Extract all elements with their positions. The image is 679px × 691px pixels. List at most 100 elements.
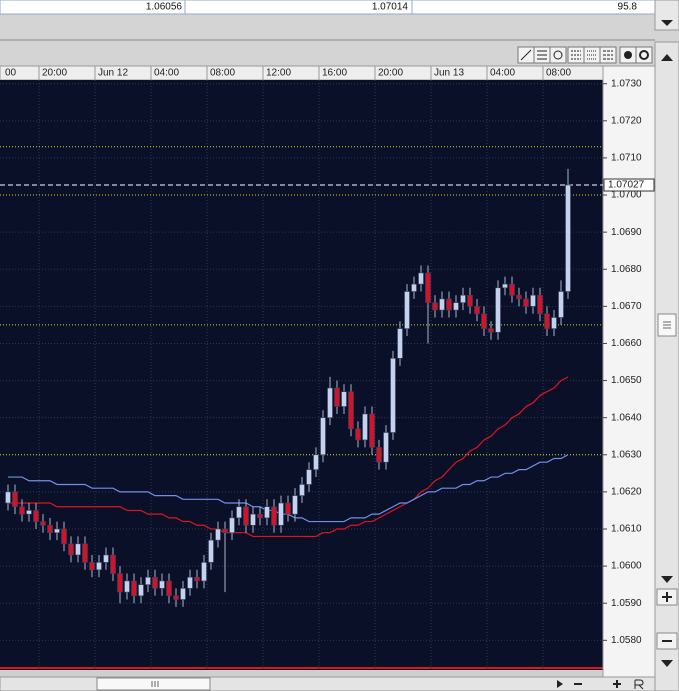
tool-button[interactable]	[635, 46, 653, 64]
x-tick-label: Jun 12	[98, 68, 128, 79]
candle-body	[397, 328, 403, 359]
candle-body	[390, 358, 396, 433]
candle-body	[383, 432, 389, 463]
candle-body	[446, 298, 452, 311]
candle-body	[236, 506, 242, 519]
candle-body	[320, 417, 326, 456]
scroll-down-button[interactable]	[661, 576, 673, 583]
candle-body	[110, 554, 116, 574]
y-tick-label: 1.0680	[611, 264, 642, 275]
candle-body	[278, 502, 284, 526]
candle-body	[418, 272, 424, 285]
candle-body	[215, 528, 221, 541]
candle-body	[173, 595, 179, 600]
candle-body	[425, 272, 431, 303]
candle-body	[208, 539, 214, 563]
y-tick-label: 1.0600	[611, 561, 642, 572]
candle-body	[5, 491, 11, 504]
y-tick-label: 1.0640	[611, 412, 642, 423]
tool-icon	[603, 50, 613, 60]
moving-average	[8, 376, 569, 538]
y-tick-label: 1.0690	[611, 227, 642, 238]
candle-body	[75, 543, 81, 556]
candle-body	[61, 528, 67, 545]
x-tick-label: 20:00	[42, 68, 67, 79]
scroll-grip	[663, 321, 671, 329]
candle-body	[523, 298, 529, 307]
candle-body	[201, 562, 207, 582]
x-tick-label: 20:00	[378, 68, 403, 79]
candle-body	[187, 576, 193, 589]
candle-body	[166, 580, 172, 597]
candle-body	[271, 506, 277, 526]
candle-body	[159, 580, 165, 589]
candle-body	[355, 428, 361, 441]
y-tick-label: 1.0700	[611, 190, 642, 201]
scroll-down-button[interactable]	[661, 660, 673, 667]
x-tick-label: 00	[5, 68, 17, 79]
zoom-in-button[interactable]	[613, 680, 621, 688]
candle-body	[96, 562, 102, 571]
y-tick-label: 1.0660	[611, 338, 642, 349]
scroll-down-button[interactable]	[661, 20, 673, 26]
candle-body	[453, 302, 459, 311]
candle-body	[439, 298, 445, 311]
candle-body	[341, 391, 347, 407]
candle-body	[558, 291, 564, 318]
candle-body	[103, 554, 109, 563]
tool-button[interactable]	[549, 46, 567, 64]
candle-body	[509, 283, 515, 296]
candle-body	[348, 391, 354, 430]
plot-footer	[0, 670, 603, 677]
candle-body	[68, 543, 74, 556]
candle-body	[495, 287, 501, 333]
candle-body	[180, 588, 186, 600]
y-tick-label: 1.0620	[611, 487, 642, 498]
candle-body	[474, 306, 480, 315]
scroll-up-button[interactable]	[661, 54, 673, 61]
candle-body	[117, 573, 123, 593]
candle-body	[313, 454, 319, 470]
candle-body	[362, 413, 368, 441]
tool-icon	[624, 51, 632, 59]
y-tick-label: 1.0730	[611, 78, 642, 89]
x-tick-label: 16:00	[322, 68, 347, 79]
x-tick-label: 08:00	[210, 68, 235, 79]
y-tick-label: 1.0630	[611, 449, 642, 460]
candle-body	[460, 294, 466, 303]
candle-body	[516, 294, 522, 300]
scroll-right-button[interactable]	[557, 680, 563, 688]
x-tick-label: Jun 13	[434, 68, 464, 79]
candle-body	[257, 513, 263, 519]
candle-body	[12, 491, 18, 508]
candle-body	[502, 283, 508, 289]
candle-body	[89, 562, 95, 571]
x-tick-label: 08:00	[546, 68, 571, 79]
candle-body	[537, 294, 543, 315]
candle-body	[411, 283, 417, 292]
tool-icon	[587, 50, 597, 60]
candle-body	[26, 510, 32, 515]
x-tick-label: 04:00	[490, 68, 515, 79]
tool-icon	[537, 50, 547, 60]
y-tick-label: 1.0610	[611, 524, 642, 535]
y-tick-label: 1.0650	[611, 375, 642, 386]
y-tick-label: 1.0710	[611, 153, 642, 164]
candle-body	[292, 495, 298, 515]
x-tick-label: 12:00	[266, 68, 291, 79]
toolbar	[517, 46, 653, 64]
candle-body	[565, 184, 571, 292]
y-tick-label: 1.0720	[611, 115, 642, 126]
candle-body	[40, 521, 46, 526]
candle-body	[194, 576, 200, 582]
candle-body	[33, 510, 39, 522]
tool-icon	[639, 50, 649, 60]
y-tick-label: 1.0670	[611, 301, 642, 312]
scroll-thumb[interactable]	[96, 677, 211, 691]
candle-body	[250, 513, 256, 526]
candle-body	[530, 294, 536, 307]
candle-body	[243, 506, 249, 526]
reset-button[interactable]	[634, 679, 644, 690]
